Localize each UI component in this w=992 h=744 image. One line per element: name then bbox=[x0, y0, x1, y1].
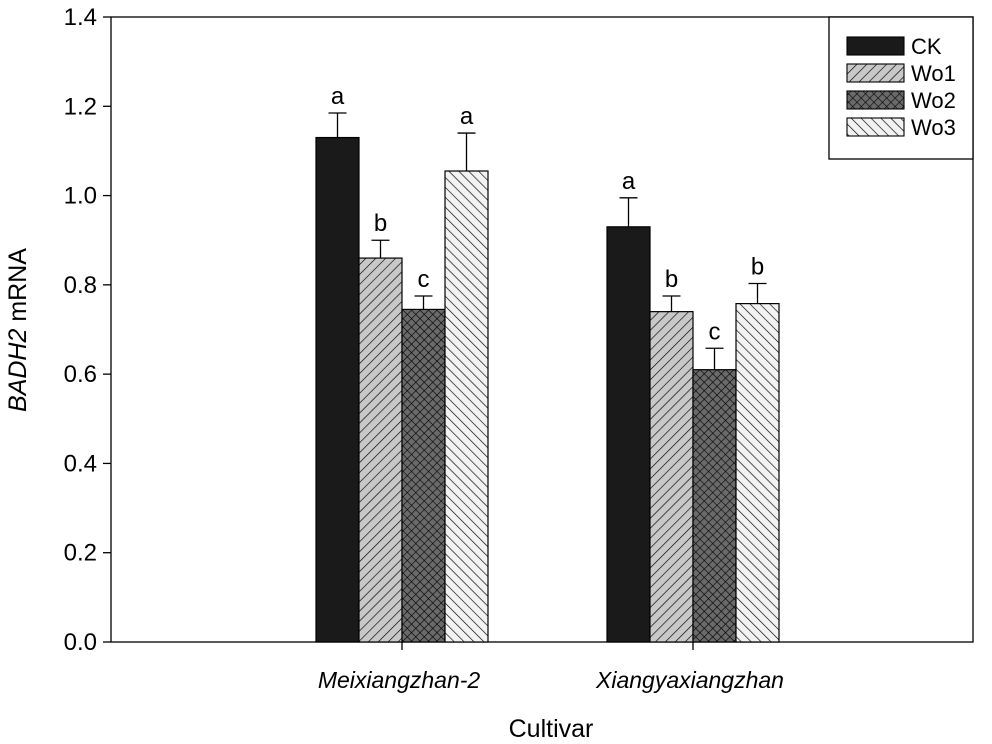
y-tick-label: 0.4 bbox=[64, 450, 97, 477]
bar bbox=[358, 257, 403, 643]
legend-label: Wo1 bbox=[911, 61, 956, 86]
x-axis: Meixiangzhan-2 Xiangyaxiangzhan bbox=[318, 642, 784, 693]
significance-letter: b bbox=[665, 266, 678, 293]
y-tick-label: 0.0 bbox=[64, 629, 97, 656]
legend-label: Wo3 bbox=[911, 115, 956, 140]
significance-letter: a bbox=[460, 103, 474, 130]
bar bbox=[649, 311, 694, 643]
y-tick-label: 1.0 bbox=[64, 183, 97, 210]
significance-letter: b bbox=[374, 210, 387, 237]
y-tick-label: 1.4 bbox=[64, 4, 97, 31]
x-category-label: Meixiangzhan-2 bbox=[318, 667, 481, 693]
bar bbox=[735, 303, 780, 643]
bars: a b c a a b c b bbox=[315, 83, 780, 643]
bar bbox=[315, 136, 360, 643]
legend-label: Wo2 bbox=[911, 88, 956, 113]
bar bbox=[401, 308, 446, 643]
significance-letter: c bbox=[418, 266, 430, 293]
y-axis: 0.0 0.2 0.4 0.6 0.8 1.0 1.2 1.4 bbox=[64, 4, 111, 656]
y-tick-label: 0.2 bbox=[64, 540, 97, 567]
significance-letter: a bbox=[331, 83, 345, 110]
legend-swatch bbox=[846, 63, 905, 83]
y-axis-title-gene: BADH2 bbox=[4, 329, 32, 412]
y-axis-title-suffix: mRNA bbox=[4, 248, 32, 329]
y-tick-label: 1.2 bbox=[64, 93, 97, 120]
bar bbox=[692, 369, 737, 643]
legend-label: CK bbox=[911, 34, 942, 59]
y-axis-title: BADH2 mRNA bbox=[4, 248, 32, 412]
x-axis-title: Cultivar bbox=[509, 715, 594, 743]
legend-swatch bbox=[846, 36, 905, 56]
significance-letter: b bbox=[751, 254, 764, 281]
x-category-label: Xiangyaxiangzhan bbox=[595, 667, 784, 693]
y-tick-label: 0.8 bbox=[64, 272, 97, 299]
bar bbox=[606, 226, 651, 643]
plot-area bbox=[110, 16, 974, 643]
legend-swatch bbox=[846, 90, 905, 110]
significance-letter: c bbox=[709, 318, 721, 345]
y-tick-label: 0.6 bbox=[64, 361, 97, 388]
bar bbox=[444, 170, 489, 643]
legend-swatch bbox=[846, 117, 905, 137]
significance-letter: a bbox=[622, 168, 636, 195]
